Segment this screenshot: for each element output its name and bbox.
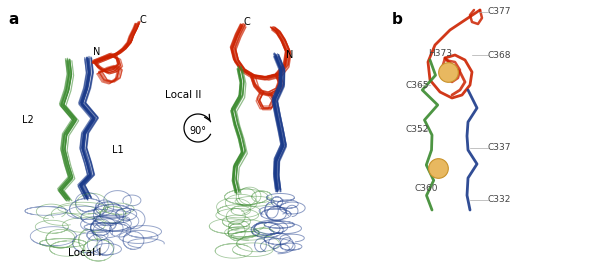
Text: H373: H373: [428, 49, 452, 58]
Text: C368: C368: [488, 51, 512, 60]
Text: N: N: [286, 50, 294, 60]
Text: C377: C377: [488, 7, 512, 16]
Text: C337: C337: [488, 143, 512, 152]
Text: L2: L2: [22, 115, 34, 125]
Text: C352: C352: [405, 126, 428, 135]
Text: C: C: [140, 15, 147, 25]
Text: C360: C360: [415, 184, 438, 193]
Text: C332: C332: [488, 196, 512, 205]
Point: [433, 166, 443, 170]
Text: Local II: Local II: [165, 90, 201, 100]
Text: b: b: [392, 12, 403, 27]
Text: C365: C365: [405, 81, 428, 89]
Text: 90°: 90°: [189, 126, 207, 136]
Text: a: a: [8, 12, 19, 27]
Point: [443, 70, 453, 74]
Text: N: N: [93, 47, 101, 57]
Text: Local I: Local I: [68, 248, 102, 258]
Text: L1: L1: [112, 145, 124, 155]
Text: C: C: [244, 17, 251, 27]
